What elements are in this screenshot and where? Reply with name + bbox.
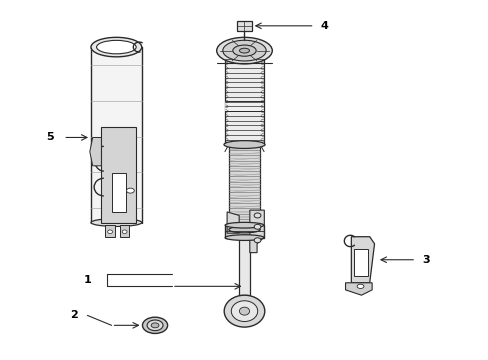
Ellipse shape <box>91 37 142 57</box>
Polygon shape <box>90 138 101 166</box>
Text: 2: 2 <box>70 310 78 320</box>
Bar <box>101 127 136 222</box>
Bar <box>237 21 251 31</box>
Bar <box>224 225 264 238</box>
Polygon shape <box>249 210 264 253</box>
Ellipse shape <box>223 40 265 61</box>
Bar <box>224 100 264 111</box>
Ellipse shape <box>228 226 260 233</box>
Ellipse shape <box>231 301 257 321</box>
Ellipse shape <box>147 320 163 330</box>
Ellipse shape <box>224 141 264 148</box>
Ellipse shape <box>356 284 363 288</box>
Bar <box>224 59 264 145</box>
Bar <box>228 145 260 230</box>
Ellipse shape <box>97 40 136 54</box>
Polygon shape <box>350 237 374 283</box>
Ellipse shape <box>216 37 272 64</box>
Polygon shape <box>345 283 371 295</box>
Ellipse shape <box>239 307 249 315</box>
Ellipse shape <box>254 224 261 229</box>
Bar <box>105 225 115 237</box>
Text: 4: 4 <box>320 21 327 31</box>
Ellipse shape <box>91 219 142 226</box>
Bar <box>239 295 249 311</box>
Ellipse shape <box>224 235 264 240</box>
Ellipse shape <box>122 230 127 234</box>
Bar <box>239 238 249 295</box>
Ellipse shape <box>126 188 134 193</box>
Ellipse shape <box>151 323 159 328</box>
Text: 3: 3 <box>421 255 429 265</box>
Text: 1: 1 <box>83 275 91 285</box>
Bar <box>353 249 367 276</box>
Ellipse shape <box>232 45 256 56</box>
Bar <box>111 173 126 212</box>
Ellipse shape <box>107 230 112 234</box>
Text: 5: 5 <box>46 132 54 143</box>
Ellipse shape <box>239 48 249 53</box>
Ellipse shape <box>142 317 167 333</box>
Ellipse shape <box>224 222 264 228</box>
Ellipse shape <box>224 295 264 327</box>
Ellipse shape <box>254 213 261 218</box>
Polygon shape <box>226 212 239 233</box>
Bar <box>120 225 129 237</box>
Ellipse shape <box>254 238 261 243</box>
Bar <box>91 45 142 222</box>
